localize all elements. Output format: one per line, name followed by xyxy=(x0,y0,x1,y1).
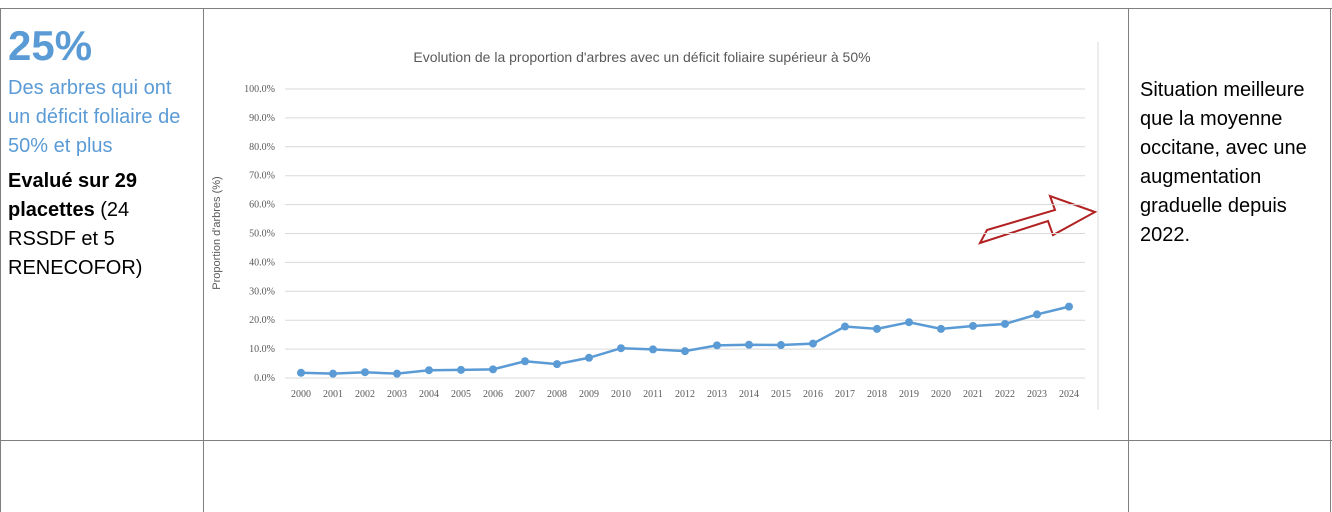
data-point xyxy=(617,344,625,353)
y-tick-label: 40.0% xyxy=(249,257,275,268)
data-point xyxy=(745,340,753,349)
x-tick-label: 2001 xyxy=(323,389,343,400)
x-tick-label: 2005 xyxy=(451,389,471,400)
data-point xyxy=(425,366,433,375)
x-tick-label: 2019 xyxy=(899,389,919,400)
data-point xyxy=(393,369,401,378)
table-border xyxy=(203,8,204,512)
basis-bold: Evalué sur 29 placettes xyxy=(8,170,137,221)
x-tick-label: 2020 xyxy=(931,389,951,400)
x-tick-label: 2011 xyxy=(643,389,663,400)
data-point xyxy=(489,365,497,374)
x-tick-label: 2022 xyxy=(995,389,1015,400)
x-tick-label: 2010 xyxy=(611,389,631,400)
y-tick-label: 50.0% xyxy=(249,229,275,240)
data-point xyxy=(681,347,689,356)
data-point xyxy=(329,369,337,378)
y-tick-label: 90.0% xyxy=(249,113,275,124)
x-tick-label: 2004 xyxy=(419,389,439,400)
x-tick-label: 2017 xyxy=(835,389,855,400)
x-tick-label: 2024 xyxy=(1059,389,1079,400)
arrow xyxy=(977,194,1098,245)
data-point xyxy=(649,345,657,354)
data-point xyxy=(1065,302,1073,311)
x-tick-label: 2008 xyxy=(547,389,567,400)
y-tick-label: 60.0% xyxy=(249,200,275,211)
summary: 25% Des arbres qui ont un déficit foliai… xyxy=(8,18,196,283)
x-tick-label: 2003 xyxy=(387,389,407,400)
table-border xyxy=(0,8,1332,9)
data-point xyxy=(553,360,561,369)
x-tick-label: 2023 xyxy=(1027,389,1047,400)
x-tick-label: 2000 xyxy=(291,389,311,400)
table-border xyxy=(1128,8,1129,512)
table-border xyxy=(0,8,1,512)
y-tick-label: 30.0% xyxy=(249,286,275,297)
table-border xyxy=(0,440,1332,441)
basis-rest: (24 RSSDF et 5 RENECOFOR) xyxy=(8,199,143,279)
x-tick-label: 2009 xyxy=(579,389,599,400)
x-tick-label: 2002 xyxy=(355,389,375,400)
y-tick-label: 100.0% xyxy=(244,84,275,95)
data-point xyxy=(937,324,945,333)
x-tick-label: 2013 xyxy=(707,389,727,400)
y-tick-label: 10.0% xyxy=(249,344,275,355)
data-point xyxy=(1033,310,1041,319)
data-point xyxy=(297,368,305,377)
x-tick-label: 2016 xyxy=(803,389,823,400)
data-point xyxy=(873,324,881,333)
data-point xyxy=(777,341,785,350)
headline: 25% xyxy=(8,22,93,69)
y-tick-label: 20.0% xyxy=(249,315,275,326)
y-tick-label: 80.0% xyxy=(249,142,275,153)
chart-title: Evolution de la proportion d'arbres avec… xyxy=(413,49,870,65)
data-point xyxy=(1001,319,1009,328)
basis: Evalué sur 29 placettes (24 RSSDF et 5 R… xyxy=(8,167,196,283)
x-tick-label: 2014 xyxy=(739,389,759,400)
y-tick-label: 70.0% xyxy=(249,171,275,182)
data-point xyxy=(809,339,817,348)
data-point xyxy=(969,321,977,330)
x-tick-label: 2021 xyxy=(963,389,983,400)
data-point xyxy=(905,318,913,327)
series-line xyxy=(300,305,1070,375)
data-point xyxy=(361,368,369,377)
x-tick-label: 2006 xyxy=(483,389,503,400)
data-point xyxy=(585,353,593,362)
x-tick-label: 2018 xyxy=(867,389,887,400)
data-point xyxy=(713,341,721,350)
data-point xyxy=(457,365,465,374)
data-point xyxy=(521,357,529,366)
data-point xyxy=(841,322,849,331)
y-tick-label: 0.0% xyxy=(254,373,275,384)
table-border xyxy=(1330,8,1331,512)
chart: Evolution de la proportion d'arbres avec… xyxy=(211,42,1099,410)
comment: Situation meilleure que la moyenne occit… xyxy=(1140,79,1307,246)
x-tick-label: 2012 xyxy=(675,389,695,400)
x-tick-label: 2007 xyxy=(515,389,535,400)
x-tick-label: 2015 xyxy=(771,389,791,400)
y-axis-label: Proportion d'arbres (%) xyxy=(211,176,223,289)
description: Des arbres qui ont un déficit foliaire d… xyxy=(8,77,181,157)
